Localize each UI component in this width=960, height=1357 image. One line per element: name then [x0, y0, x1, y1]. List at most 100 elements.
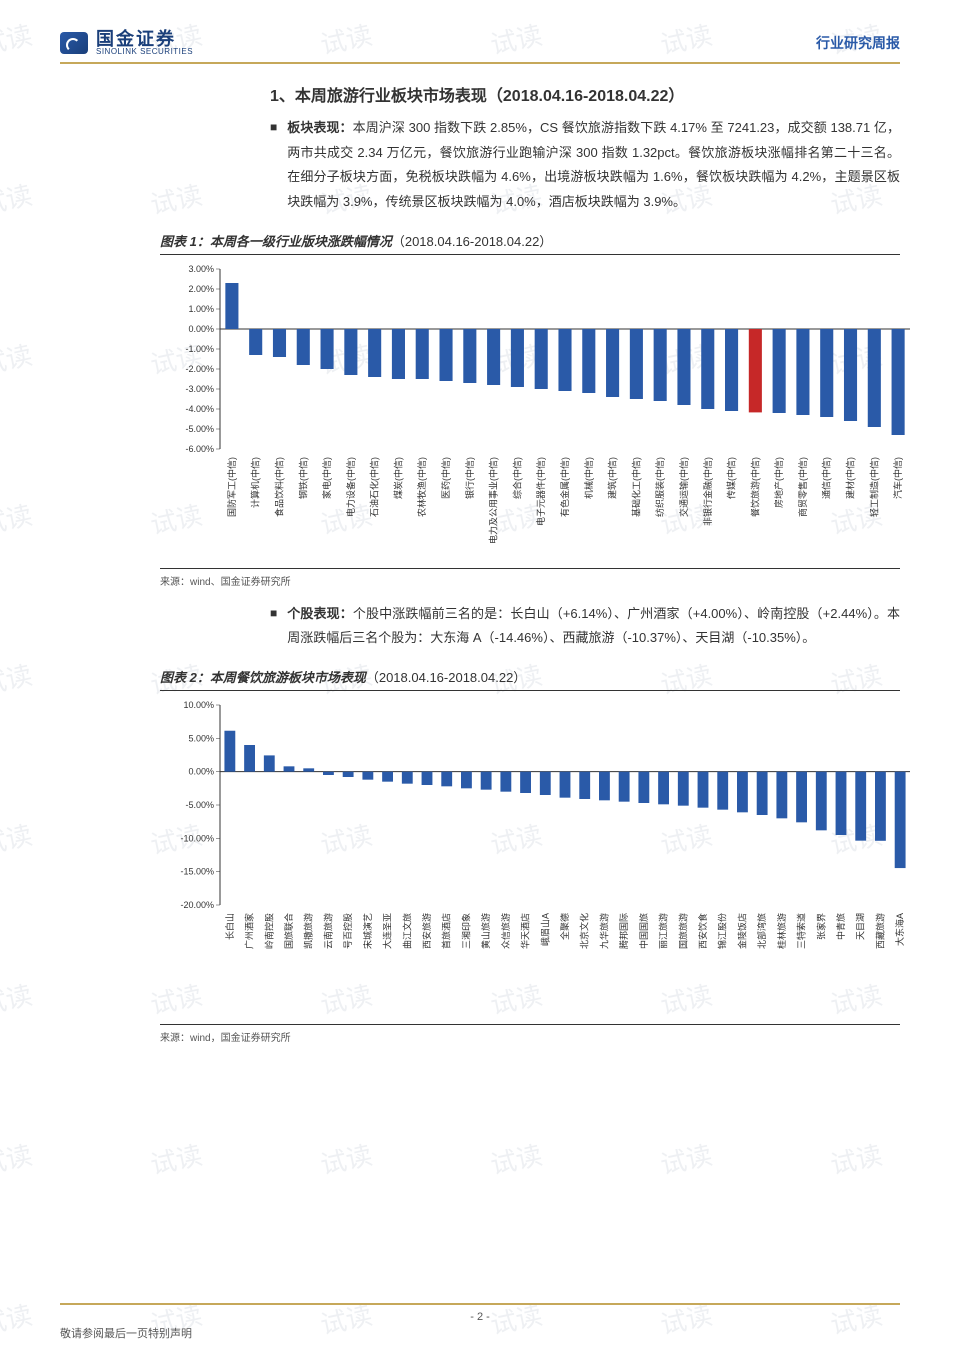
bar	[344, 329, 357, 375]
x-axis-label: 大东海A	[894, 913, 905, 946]
logo-text-en: SINOLINK SECURITIES	[96, 48, 193, 56]
svg-text:0.00%: 0.00%	[188, 324, 214, 334]
bar	[362, 772, 373, 780]
x-axis-label: 众信旅游	[500, 913, 511, 949]
x-axis-label: 金陵饭店	[736, 913, 747, 949]
x-axis-label: 西藏旅游	[874, 913, 885, 949]
fig2-source: 来源：wind，国金证券研究所	[160, 1024, 900, 1044]
x-axis-label: 轻工制造(中信)	[868, 457, 879, 517]
bar	[481, 772, 492, 790]
fig1-caption-rest: （2018.04.16-2018.04.22）	[392, 234, 552, 249]
bar	[402, 772, 413, 784]
bar	[638, 772, 649, 803]
x-axis-label: 曲江文旅	[401, 913, 412, 949]
bar	[796, 772, 807, 823]
x-axis-label: 号百控股	[342, 913, 353, 949]
page-header: 国金证券 SINOLINK SECURITIES 行业研究周报	[60, 30, 900, 64]
section-2-text: 个股中涨跌幅前三名的是：长白山（+6.14%）、广州酒家（+4.00%）、岭南控…	[287, 606, 900, 646]
bar	[717, 772, 728, 810]
bar	[416, 329, 429, 379]
x-axis-label: 建筑(中信)	[607, 457, 618, 499]
bar	[463, 329, 476, 383]
fig1-source: 来源：wind、国金证券研究所	[160, 568, 900, 588]
bar	[520, 772, 531, 793]
svg-text:5.00%: 5.00%	[188, 733, 214, 743]
svg-text:0.00%: 0.00%	[188, 767, 214, 777]
bar	[303, 768, 314, 771]
fig1-caption-bold: 图表 1：本周各一级行业版块涨跌幅情况	[160, 234, 392, 249]
section-1-bullet-label: 板块表现：	[287, 120, 352, 135]
x-axis-label: 云南旅游	[322, 913, 333, 949]
bar	[422, 772, 433, 785]
bar	[323, 772, 334, 775]
logo-text-cn: 国金证券	[96, 30, 193, 48]
x-axis-label: 丽江旅游	[658, 913, 669, 949]
bar	[368, 329, 381, 377]
x-axis-label: 天目湖	[856, 913, 866, 940]
bar	[630, 329, 643, 399]
section-1-body: ■ 板块表现：本周沪深 300 指数下跌 2.85%，CS 餐饮旅游指数下跌 4…	[270, 116, 900, 215]
x-axis-label: 建材(中信)	[845, 457, 856, 499]
x-axis-label: 中国国旅	[638, 913, 649, 949]
bar	[441, 772, 452, 787]
x-axis-label: 国防军工(中信)	[226, 457, 237, 517]
svg-text:1.00%: 1.00%	[188, 304, 214, 314]
bar	[698, 772, 709, 808]
section-1-para: 板块表现：本周沪深 300 指数下跌 2.85%，CS 餐饮旅游指数下跌 4.1…	[287, 116, 900, 215]
section-1-title: 1、本周旅游行业板块市场表现（2018.04.16-2018.04.22）	[270, 82, 900, 106]
page-number: - 2 -	[470, 1311, 490, 1323]
bar	[725, 329, 738, 411]
x-axis-label: 国旅联合	[283, 913, 294, 949]
x-axis-label: 石油石化(中信)	[369, 457, 380, 517]
x-axis-label: 机械(中信)	[583, 457, 594, 499]
x-axis-label: 基础化工(中信)	[630, 457, 641, 517]
fig1-svg: -6.00%-5.00%-4.00%-3.00%-2.00%-1.00%0.00…	[160, 259, 920, 559]
bar	[895, 772, 906, 868]
bar	[599, 772, 610, 801]
x-axis-label: 家电(中信)	[321, 457, 332, 499]
x-axis-label: 通信(中信)	[821, 457, 832, 499]
x-axis-label: 银行(中信)	[464, 457, 475, 499]
bar	[560, 772, 571, 798]
bar	[816, 772, 827, 831]
x-axis-label: 黄山旅游	[480, 913, 491, 949]
fig1-caption: 图表 1：本周各一级行业版块涨跌幅情况（2018.04.16-2018.04.2…	[160, 227, 900, 255]
x-axis-label: 钢铁(中信)	[297, 457, 308, 499]
bar	[796, 329, 809, 415]
logo-icon	[60, 32, 88, 54]
x-axis-label: 房地产(中信)	[773, 457, 784, 508]
x-axis-label: 北京文化	[579, 913, 590, 949]
svg-text:3.00%: 3.00%	[188, 264, 214, 274]
x-axis-label: 北部湾旅	[756, 913, 767, 949]
bar	[737, 772, 748, 813]
bar	[439, 329, 452, 381]
x-axis-label: 首旅酒店	[441, 913, 452, 949]
x-axis-label: 三特索道	[796, 913, 807, 949]
footer-disclaimer: 敬请参阅最后一页特别声明	[60, 1325, 192, 1341]
bar	[392, 329, 405, 379]
bar	[535, 329, 548, 389]
x-axis-label: 纺织服装(中信)	[654, 457, 665, 517]
bar	[249, 329, 262, 355]
bar	[836, 772, 847, 835]
bar	[273, 329, 286, 357]
x-axis-label: 全聚德	[559, 913, 570, 940]
x-axis-label: 中青旅	[835, 913, 846, 940]
svg-text:-10.00%: -10.00%	[180, 833, 214, 843]
x-axis-label: 华天酒店	[520, 913, 531, 949]
x-axis-label: 有色金属(中信)	[559, 457, 570, 517]
section-2-para: 个股表现：个股中涨跌幅前三名的是：长白山（+6.14%）、广州酒家（+4.00%…	[287, 602, 900, 651]
bar	[820, 329, 833, 417]
bar	[461, 772, 472, 789]
x-axis-label: 电力设备(中信)	[345, 457, 356, 517]
bar	[868, 329, 881, 427]
x-axis-label: 西安饮食	[697, 913, 708, 949]
x-axis-label: 电力及公用事业(中信)	[488, 457, 499, 544]
svg-text:-6.00%: -6.00%	[185, 444, 214, 454]
bar	[658, 772, 669, 805]
section-2-body: ■ 个股表现：个股中涨跌幅前三名的是：长白山（+6.14%）、广州酒家（+4.0…	[270, 602, 900, 651]
x-axis-label: 张家界	[815, 913, 826, 940]
bar	[582, 329, 595, 393]
bar	[264, 756, 275, 772]
x-axis-label: 广州酒家	[244, 913, 255, 949]
